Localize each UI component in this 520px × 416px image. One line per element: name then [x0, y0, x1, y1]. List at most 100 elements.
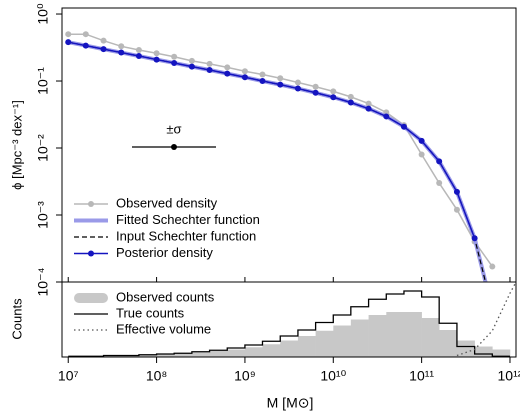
- hist-bar: [138, 354, 157, 357]
- data-point: [224, 64, 231, 71]
- axes: ϕ [Mpc⁻³ dex⁻¹] Counts M [M⊙] ±σ 10⁷ 10⁸ 1…: [9, 3, 520, 411]
- legend-marker: [88, 201, 94, 207]
- hist-bar: [156, 354, 175, 357]
- data-point: [436, 180, 443, 187]
- legend-label: Posterior density: [116, 245, 213, 260]
- data-point: [418, 151, 425, 158]
- data-point: [453, 206, 460, 213]
- data-point: [224, 70, 231, 77]
- data-point: [100, 46, 107, 53]
- legend-label: Observed counts: [116, 289, 215, 304]
- data-point: [259, 71, 266, 78]
- hist-bar: [386, 312, 405, 357]
- hist-bar: [368, 315, 387, 357]
- legend-swatch: [74, 293, 108, 303]
- data-point: [365, 105, 372, 112]
- legend-label: Fitted Schechter function: [116, 212, 260, 227]
- hist-bar: [297, 336, 316, 357]
- hist-bar: [439, 330, 458, 357]
- hist-bar: [121, 355, 140, 357]
- bottom-plot: [68, 282, 516, 357]
- x-tick-label: 10¹²: [498, 368, 520, 384]
- data-point: [277, 75, 284, 82]
- x-tick-label: 10¹⁰: [320, 368, 346, 384]
- data-point: [383, 113, 390, 120]
- data-point: [171, 59, 178, 66]
- data-point: [206, 67, 213, 74]
- y-tick-label: 10⁰: [35, 3, 51, 25]
- hist-bar: [262, 344, 281, 357]
- top-plot: [65, 31, 496, 282]
- data-point: [118, 49, 125, 56]
- x-tick-label: 10⁹: [234, 368, 256, 384]
- bottom-frame: [61, 281, 517, 358]
- data-point: [135, 53, 142, 60]
- data-point: [153, 50, 160, 57]
- hist-bar: [209, 351, 228, 357]
- data-point: [400, 123, 407, 130]
- legend-marker: [88, 250, 94, 257]
- hist-bar: [492, 349, 511, 357]
- hist-bar: [456, 340, 475, 357]
- data-point: [241, 74, 248, 81]
- data-point: [453, 188, 460, 195]
- data-point: [489, 263, 496, 270]
- data-point: [312, 83, 319, 90]
- series-line: [68, 41, 476, 239]
- y-axis-label: ϕ [Mpc⁻³ dex⁻¹]: [9, 100, 24, 190]
- data-point: [171, 53, 178, 60]
- hist-step: [68, 290, 510, 357]
- series-line: [456, 282, 516, 357]
- data-point: [153, 56, 160, 63]
- data-point: [206, 60, 213, 67]
- legend-label: Input Schechter function: [116, 228, 256, 243]
- data-point: [418, 137, 425, 144]
- legend-label: Effective volume: [116, 321, 211, 336]
- x-tick-label: 10⁷: [58, 368, 79, 384]
- data-point: [118, 43, 125, 50]
- x-axis-label: M [M⊙]: [267, 395, 314, 411]
- hist-bar: [474, 346, 493, 357]
- data-point: [65, 39, 72, 46]
- y-tick-label: 10⁻³: [35, 201, 51, 229]
- sigma-dot: [171, 144, 177, 150]
- data-point: [347, 93, 354, 100]
- data-point: [294, 85, 301, 92]
- x-tick-label: 10¹¹: [409, 368, 434, 384]
- data-point: [82, 31, 89, 38]
- hist-bar: [403, 312, 422, 357]
- hist-bar: [103, 355, 122, 357]
- y-tick-label: 10⁻¹: [35, 67, 51, 95]
- hist-bar: [421, 318, 440, 357]
- y-tick-label: 10⁻⁴: [35, 268, 51, 297]
- data-point: [188, 57, 195, 64]
- data-point: [82, 42, 89, 49]
- data-point: [241, 68, 248, 75]
- hist-bar: [174, 353, 193, 357]
- hist-bar: [333, 325, 352, 357]
- legend-label: True counts: [116, 305, 185, 320]
- y-tick-label: 10⁻²: [35, 134, 51, 162]
- data-point: [436, 158, 443, 165]
- legend-label: Observed density: [116, 195, 218, 210]
- data-point: [294, 79, 301, 86]
- hist-bar: [315, 330, 334, 357]
- data-point: [135, 47, 142, 54]
- data-point: [100, 37, 107, 44]
- data-point: [330, 94, 337, 101]
- data-point: [471, 235, 478, 242]
- data-point: [312, 89, 319, 96]
- y-axis-label: Counts: [9, 298, 24, 340]
- hist-bar: [191, 352, 210, 357]
- data-point: [330, 88, 337, 95]
- annotation: ±σ: [166, 121, 181, 136]
- hist-bar: [244, 347, 263, 357]
- data-point: [365, 100, 372, 107]
- hist-bar: [280, 340, 299, 357]
- data-point: [347, 99, 354, 106]
- x-tick-label: 10⁸: [146, 368, 168, 384]
- data-point: [277, 81, 284, 88]
- data-point: [188, 63, 195, 70]
- data-point: [65, 31, 72, 38]
